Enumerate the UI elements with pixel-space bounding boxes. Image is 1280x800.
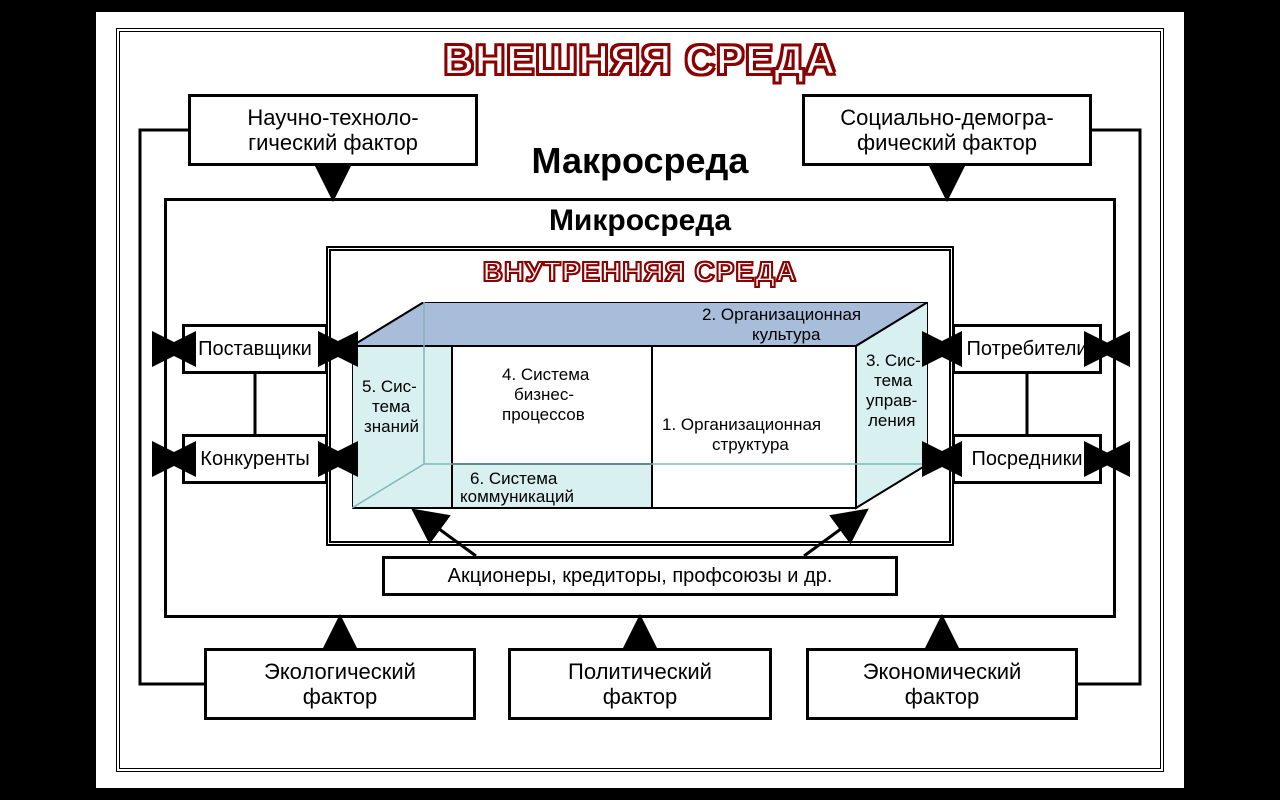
- svg-text:структура: структура: [712, 435, 789, 454]
- box-intermediaries: Посредники: [952, 434, 1102, 484]
- factor-social: Социально-демогра-фический фактор: [802, 94, 1092, 166]
- micro-label: Микросреда: [96, 204, 1184, 238]
- svg-text:культура: культура: [752, 325, 821, 344]
- cube-s2: 2. Организационная: [702, 305, 861, 324]
- inner-cube-redraw: 2. Организационная культура 4. Система б…: [352, 302, 928, 534]
- outer-title: ВНЕШНЯЯ СРЕДА: [96, 36, 1184, 84]
- svg-text:тема: тема: [372, 397, 411, 416]
- factor-ecology: Экологическийфактор: [204, 648, 476, 720]
- box-suppliers: Поставщики: [182, 324, 328, 374]
- page: ВНЕШНЯЯ СРЕДА Макросреда Научно-техноло-…: [96, 12, 1184, 788]
- factor-tech: Научно-техноло-гический фактор: [188, 94, 478, 166]
- svg-text:ления: ления: [868, 411, 915, 430]
- svg-text:управ-: управ-: [866, 391, 917, 410]
- inner-title: ВНУТРЕННЯЯ СРЕДА: [326, 256, 954, 288]
- cube-s4: 4. Система: [502, 365, 590, 384]
- svg-text:знаний: знаний: [364, 417, 419, 436]
- factor-political: Политическийфактор: [508, 648, 772, 720]
- box-consumers: Потребители: [952, 324, 1102, 374]
- cube-s3: 3. Сис-: [866, 351, 921, 370]
- svg-text:бизнес-: бизнес-: [514, 385, 574, 404]
- box-stakeholders: Акционеры, кредиторы, профсоюзы и др.: [382, 556, 898, 596]
- svg-text:процессов: процессов: [502, 405, 585, 424]
- cube-s1: 1. Организационная: [662, 415, 821, 434]
- svg-text:тема: тема: [874, 371, 913, 390]
- svg-text:коммуникаций: коммуникаций: [460, 487, 574, 506]
- box-competitors: Конкуренты: [182, 434, 328, 484]
- factor-economic: Экономическийфактор: [806, 648, 1078, 720]
- cube-s5: 5. Сис-: [362, 377, 417, 396]
- cube-s6: 6. Система: [470, 469, 558, 488]
